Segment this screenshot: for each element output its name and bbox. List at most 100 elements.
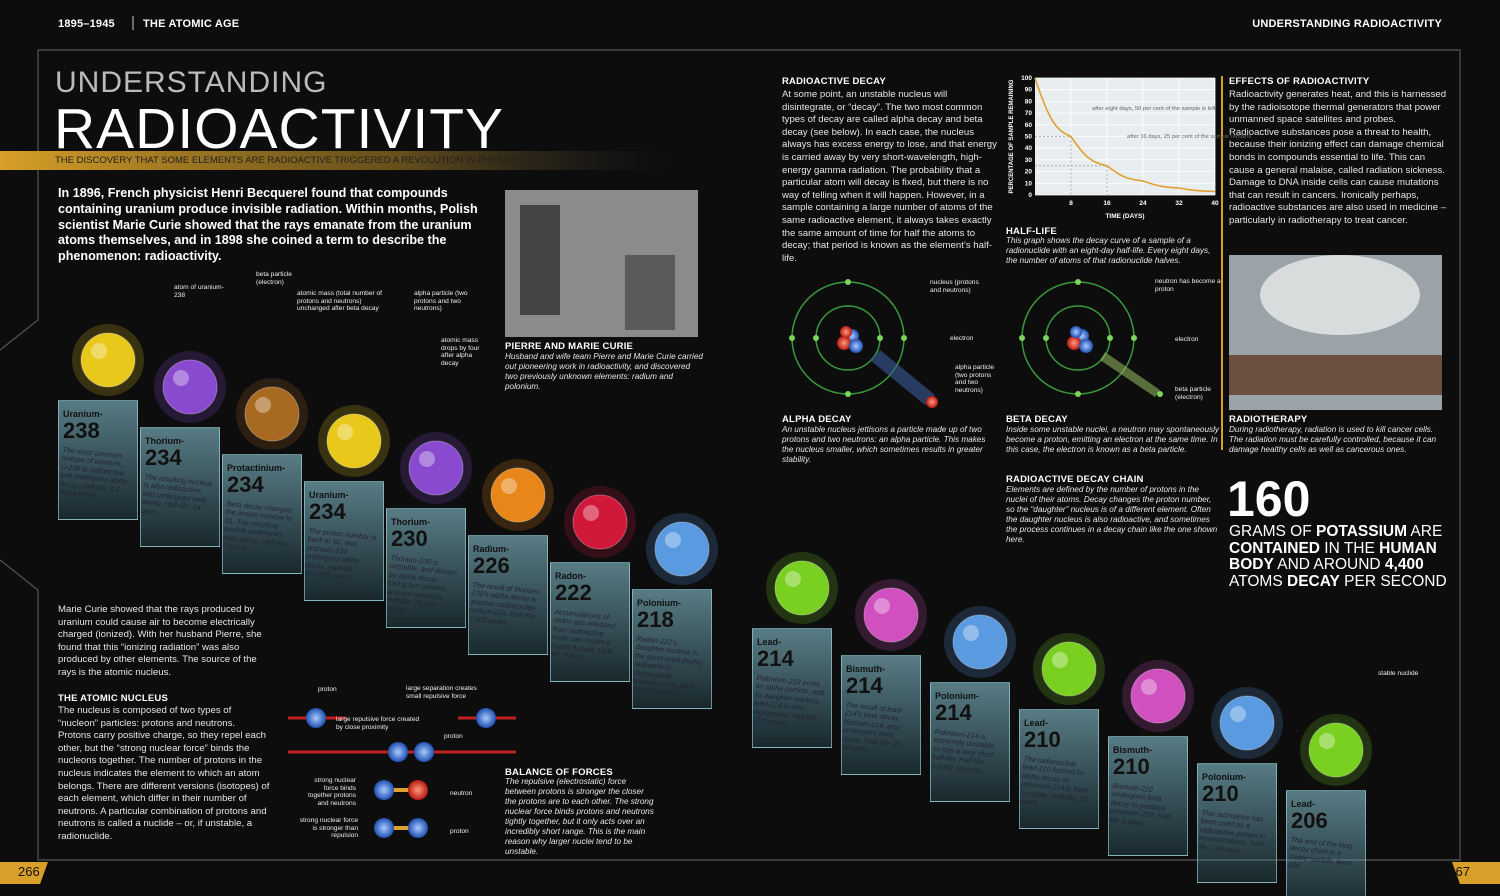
x-tick-label: 32	[1175, 200, 1183, 207]
y-tick-label: 30	[1025, 157, 1033, 164]
nuclide-mass: 214	[935, 700, 972, 725]
nuclide-card: Bismuth- 214 The result of lead-214’s beta…	[841, 655, 921, 775]
nuclide-sphere	[244, 386, 300, 442]
nuclide-mass: 234	[145, 445, 182, 470]
y-tick-label: 60	[1025, 122, 1033, 129]
intro: In 1896, French physicist Henri Becquere…	[58, 186, 478, 264]
fact-part: AND AROUND	[1273, 556, 1385, 573]
nuclide-sphere	[572, 494, 628, 550]
diagram-label: electron	[950, 335, 974, 342]
force-label: proton	[450, 828, 469, 835]
nuclide-card: Lead- 210 The radionuclide lead-210 formed…	[1019, 709, 1099, 829]
force-label: large separation creates small repulsive…	[406, 685, 477, 700]
nuclide-text: Bismuth-210 undergoes beta decay to prod…	[1108, 781, 1173, 828]
nuclide-text: The most common isotope of uranium, U-23…	[58, 445, 128, 500]
y-tick-label: 40	[1025, 145, 1033, 152]
title-kicker: UNDERSTANDING	[55, 66, 328, 99]
sphere-highlight	[1052, 652, 1068, 668]
decay-curve	[1034, 77, 1216, 193]
y-tick-label: 100	[1021, 75, 1032, 82]
nuclide-text: Radon-222’s daughter nucleus is the shor…	[632, 634, 704, 698]
section-heading: THE ATOMIC NUCLEUS	[58, 693, 169, 704]
nuclide-sphere	[863, 587, 919, 643]
photo-patient	[1229, 355, 1442, 395]
nuclide-sphere	[1130, 668, 1186, 724]
section-text: Inside some unstable nuclei, a neutron m…	[1006, 425, 1220, 454]
title: RADIOACTIVITY	[54, 97, 505, 161]
nuclide-card: Radium- 226 The result of thorium-230’s al…	[468, 535, 548, 655]
nuclide-name: Thorium-	[145, 436, 184, 446]
header-chapter: THE ATOMIC AGE	[143, 18, 240, 30]
nuclide-name: Lead-	[757, 637, 782, 647]
nuclide-text: The resulting nucleus is also radioactiv…	[140, 472, 214, 517]
x-tick-label: 40	[1211, 200, 1219, 207]
x-tick-label: 8	[1069, 200, 1073, 207]
section-heading: ALPHA DECAY	[782, 414, 852, 425]
sphere-highlight	[963, 625, 979, 641]
nuclide-card: Thorium- 230 Thorium-230 is unstable, and …	[386, 508, 466, 628]
fact-part: DECAY	[1287, 572, 1340, 590]
sphere-highlight	[419, 451, 435, 467]
fact-part: CONTAINED	[1229, 539, 1320, 557]
x-axis-label: TIME (DAYS)	[1105, 213, 1144, 220]
fact-text: GRAMS OF POTASSIUM ARE CONTAINED IN THE …	[1229, 523, 1461, 590]
section-text: The nucleus is composed of two types of …	[58, 705, 270, 842]
nuclide-mass: 214	[757, 646, 794, 671]
section-heading: EFFECTS OF RADIOACTIVITY	[1229, 76, 1370, 87]
nuclide-mass: 234	[227, 472, 264, 497]
nuclide-text: The radionuclide lead-210 formed by alph…	[1019, 754, 1089, 807]
sphere-highlight	[1141, 679, 1157, 695]
fact-part: IN THE	[1320, 539, 1380, 557]
fact-part: 4,400	[1384, 556, 1424, 573]
sphere-highlight	[337, 424, 353, 440]
nuclide-name: Lead-	[1291, 799, 1316, 809]
sphere-highlight	[785, 571, 801, 587]
nuclide-name: Radon-	[555, 571, 586, 581]
nuclide-text: Beta decay changes the proton number to …	[222, 499, 293, 553]
callout: beta particle (electron)	[256, 271, 292, 286]
force-label: strong nuclear force is stronger than re…	[299, 817, 358, 840]
y-tick-label: 90	[1025, 87, 1033, 94]
nuclide-card: Uranium- 234 The proton number is back to …	[304, 481, 384, 601]
nuclide-mass: 218	[637, 607, 674, 632]
fact-part: PER SECOND	[1339, 572, 1447, 590]
x-tick-label: 16	[1103, 200, 1111, 207]
nuclide-mass: 226	[473, 553, 510, 578]
curie-text: Marie Curie showed that the rays produce…	[58, 604, 262, 678]
subtitle-bar	[0, 151, 670, 170]
graph-annotation: after 16 days, 25 per cent of the sample…	[1127, 134, 1251, 140]
section-text: The repulsive (electrostatic) force betw…	[505, 777, 654, 856]
force-diagram	[288, 708, 516, 838]
force-label: strong nuclear force binds together prot…	[307, 777, 356, 807]
diagram-label: alpha particle (two protons and two neut…	[955, 364, 995, 394]
force-label: large repulsive force created by close p…	[336, 716, 420, 731]
section-text: An unstable nucleus jettisons a particle…	[782, 425, 986, 464]
header-period: 1895–1945	[58, 18, 115, 30]
alpha-trail	[870, 350, 935, 405]
nuclide-sphere	[774, 560, 830, 616]
nuclide-mass: 222	[555, 580, 592, 605]
beta-particle	[1157, 391, 1163, 397]
nuclide-sphere	[654, 521, 710, 577]
nuclide-name: Lead-	[1024, 718, 1049, 728]
subtitle: THE DISCOVERY THAT SOME ELEMENTS ARE RAD…	[55, 155, 520, 166]
diagram-label: neutron has become a proton	[1155, 278, 1221, 293]
nuclide-text: Thorium-230 is unstable, and decays by a…	[386, 553, 458, 615]
page-tab	[1452, 862, 1500, 884]
force-label: neutron	[450, 790, 473, 797]
nuclide-sphere	[326, 413, 382, 469]
y-tick-label: 20	[1025, 169, 1033, 176]
nuclide-mass: 214	[846, 673, 883, 698]
callout: atomic mass drops by four after alpha de…	[441, 337, 480, 367]
page-number: 266	[18, 864, 40, 879]
nuclide-card: Uranium- 238 The most common isotope of ur…	[58, 400, 138, 520]
x-tick-label: 24	[1139, 200, 1147, 207]
sphere-highlight	[665, 532, 681, 548]
callout: atom of uranium-238	[174, 284, 224, 299]
y-axis-label: PERCENTAGE OF SAMPLE REMAINING	[1009, 79, 1015, 193]
page-number: 267	[1448, 864, 1470, 879]
nuclide-name: Uranium-	[63, 409, 103, 419]
fact-number: 160	[1227, 471, 1311, 527]
nuclide-card: Polonium- 218 Radon-222’s daughter nucleus…	[632, 589, 712, 709]
nuclide-sphere	[490, 467, 546, 523]
